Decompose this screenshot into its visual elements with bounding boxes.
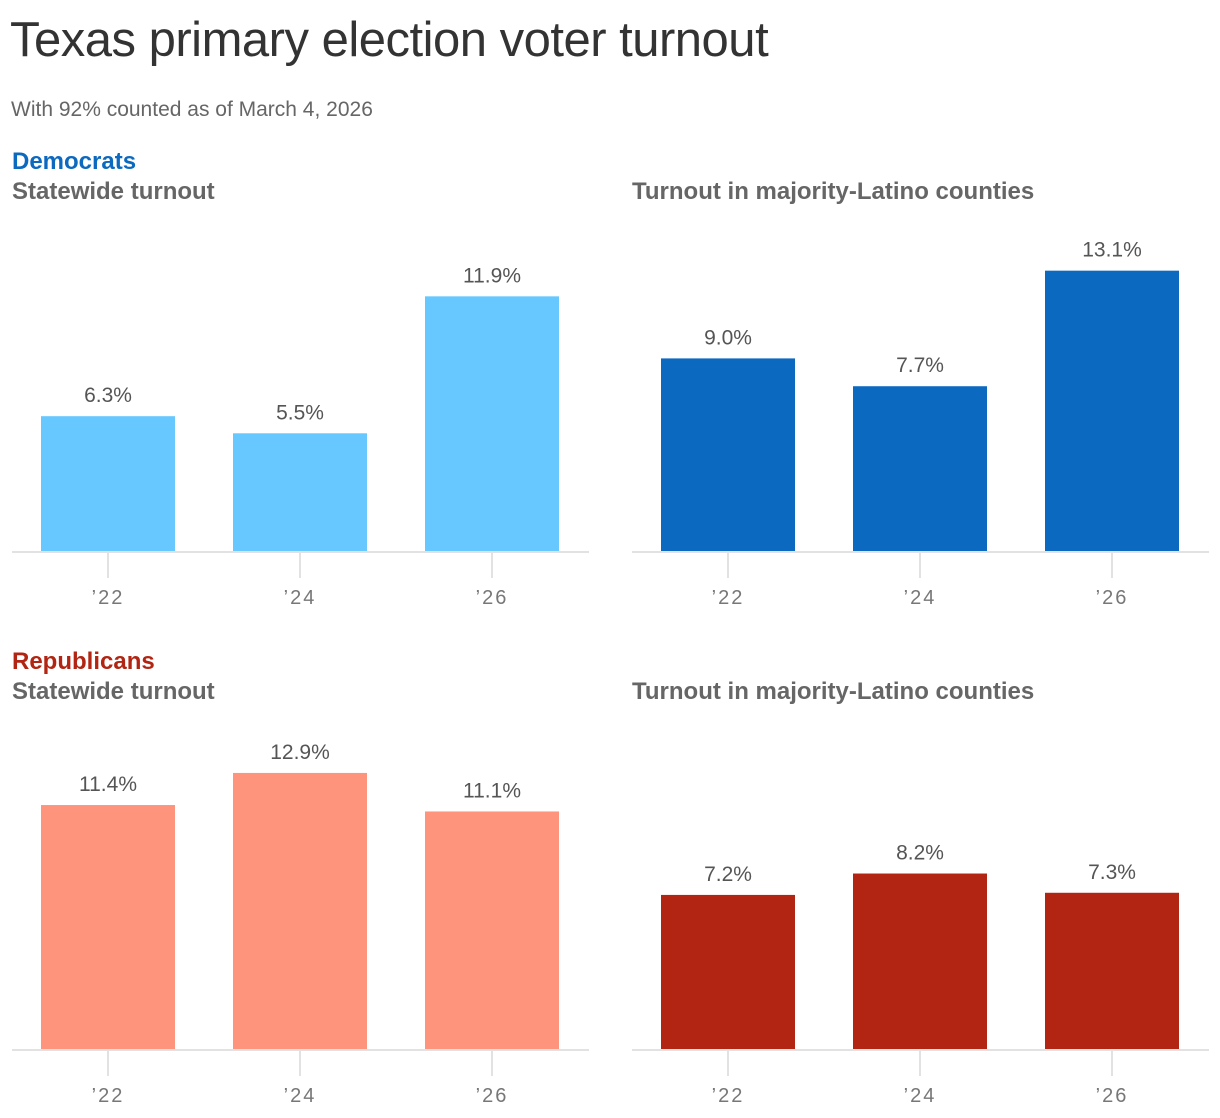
bar [853,873,987,1049]
data-label: 13.1% [1082,239,1142,262]
dem-latino-chart: 9.0% ’22 7.7% ’24 13.1% ’26 [632,211,1209,611]
x-tick-label: ’26 [1096,587,1129,609]
bar [661,894,795,1049]
x-tick-label: ’26 [476,587,509,609]
chart-svg: 6.3% ’22 5.5% ’24 11.9% ’26 [12,264,589,609]
chart-title: Turnout in majority-Latino counties [632,678,1035,705]
chart-svg: 11.4% ’22 12.9% ’24 11.1% ’26 [12,741,589,1107]
rep-statewide-chart: 11.4% ’22 12.9% ’24 11.1% ’26 [12,709,589,1109]
democrats-label: Democrats [12,148,137,175]
bar [1045,270,1179,551]
bar [425,811,559,1049]
bar [41,805,175,1049]
bar [661,358,795,551]
x-tick-label: ’22 [712,1085,745,1107]
chart-title: Statewide turnout [12,678,215,705]
data-label: 12.9% [270,741,330,764]
data-label: 11.1% [463,779,521,802]
data-label: 8.2% [896,842,944,865]
page-title: Texas primary election voter turnout [10,13,769,67]
bar [233,772,367,1049]
bar [853,386,987,551]
chart-svg: 7.2% ’22 8.2% ’24 7.3% ’26 [632,842,1209,1107]
dem-statewide-chart: 6.3% ’22 5.5% ’24 11.9% ’26 [12,211,589,611]
data-label: 7.3% [1088,861,1136,884]
bar [1045,892,1179,1049]
data-label: 7.2% [704,863,752,886]
chart-title: Statewide turnout [12,178,215,205]
data-label: 6.3% [84,384,132,407]
bar [233,433,367,551]
rep-latino-chart: 7.2% ’22 8.2% ’24 7.3% ’26 [632,709,1209,1109]
x-tick-label: ’26 [476,1085,509,1107]
data-label: 11.9% [463,264,521,287]
data-label: 7.7% [896,354,944,377]
bar [425,296,559,551]
data-label: 11.4% [79,773,137,796]
data-label: 5.5% [276,401,324,424]
x-tick-label: ’24 [284,1085,317,1107]
x-tick-label: ’26 [1096,1085,1129,1107]
data-label: 9.0% [704,326,752,349]
chart-title: Turnout in majority-Latino counties [632,178,1035,205]
x-tick-label: ’22 [712,587,745,609]
subtitle: With 92% counted as of March 4, 2026 [11,98,373,121]
bar [41,416,175,551]
chart-svg: 9.0% ’22 7.7% ’24 13.1% ’26 [632,239,1209,609]
x-tick-label: ’24 [284,587,317,609]
x-tick-label: ’24 [904,587,937,609]
x-tick-label: ’24 [904,1085,937,1107]
republicans-label: Republicans [12,648,155,675]
x-tick-label: ’22 [92,587,125,609]
x-tick-label: ’22 [92,1085,125,1107]
